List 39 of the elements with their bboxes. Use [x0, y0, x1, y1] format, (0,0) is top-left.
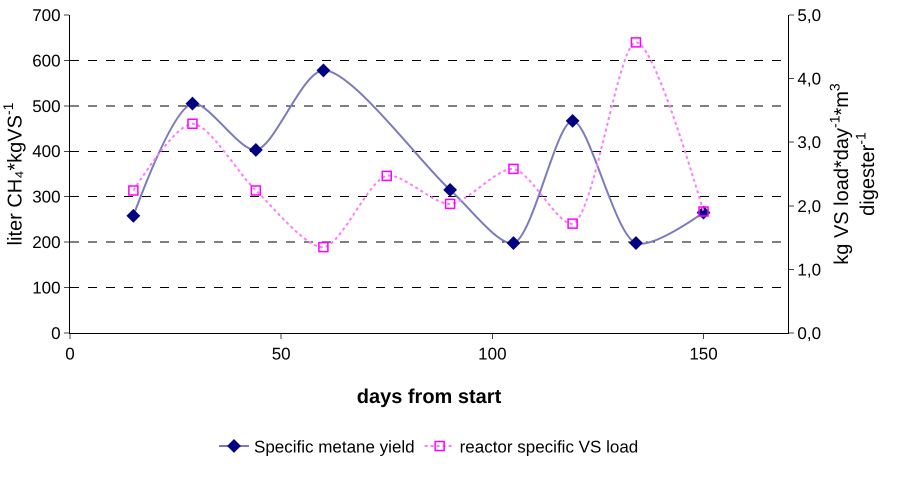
point — [566, 114, 580, 128]
y-tick-label: 700 — [32, 6, 61, 25]
y-tick-label: 300 — [32, 188, 61, 207]
y2-tick-label: 3,0 — [797, 133, 822, 152]
x-tick-label: 150 — [689, 344, 718, 364]
point — [382, 170, 392, 182]
point — [567, 218, 578, 229]
y-tick-label: 200 — [32, 233, 61, 252]
point — [506, 236, 520, 250]
point — [250, 185, 262, 196]
x-tick-label: 0 — [65, 344, 75, 364]
y-tick-label: 600 — [32, 51, 61, 70]
y2-tick-label: 5,0 — [797, 6, 822, 25]
point — [249, 143, 262, 157]
point — [128, 185, 139, 196]
point — [316, 64, 330, 78]
point — [508, 164, 519, 174]
y2-tick-label: 0,0 — [797, 324, 822, 343]
x-axis-title: days from start — [356, 386, 502, 408]
point — [629, 236, 643, 250]
y2-tick-label: 1,0 — [797, 260, 822, 280]
point — [630, 37, 642, 48]
point — [187, 118, 198, 130]
y-tick-label: 0 — [51, 324, 61, 343]
y-tick-label: 100 — [32, 278, 61, 298]
y2-tick-label: 2,0 — [797, 196, 822, 216]
legend-label: Specific metane yield — [254, 438, 415, 457]
y-tick-label: 400 — [32, 142, 61, 162]
point — [444, 183, 457, 196]
y2-tick-label: 4,0 — [797, 70, 822, 89]
point — [698, 206, 709, 217]
point — [186, 96, 200, 110]
y-tick-label: 500 — [32, 96, 61, 116]
x-tick-label: 100 — [478, 344, 507, 364]
legend-label: reactor specific VS load — [460, 438, 638, 457]
x-tick-label: 50 — [272, 344, 291, 364]
point — [126, 209, 140, 222]
point — [444, 198, 456, 210]
point — [318, 242, 329, 252]
